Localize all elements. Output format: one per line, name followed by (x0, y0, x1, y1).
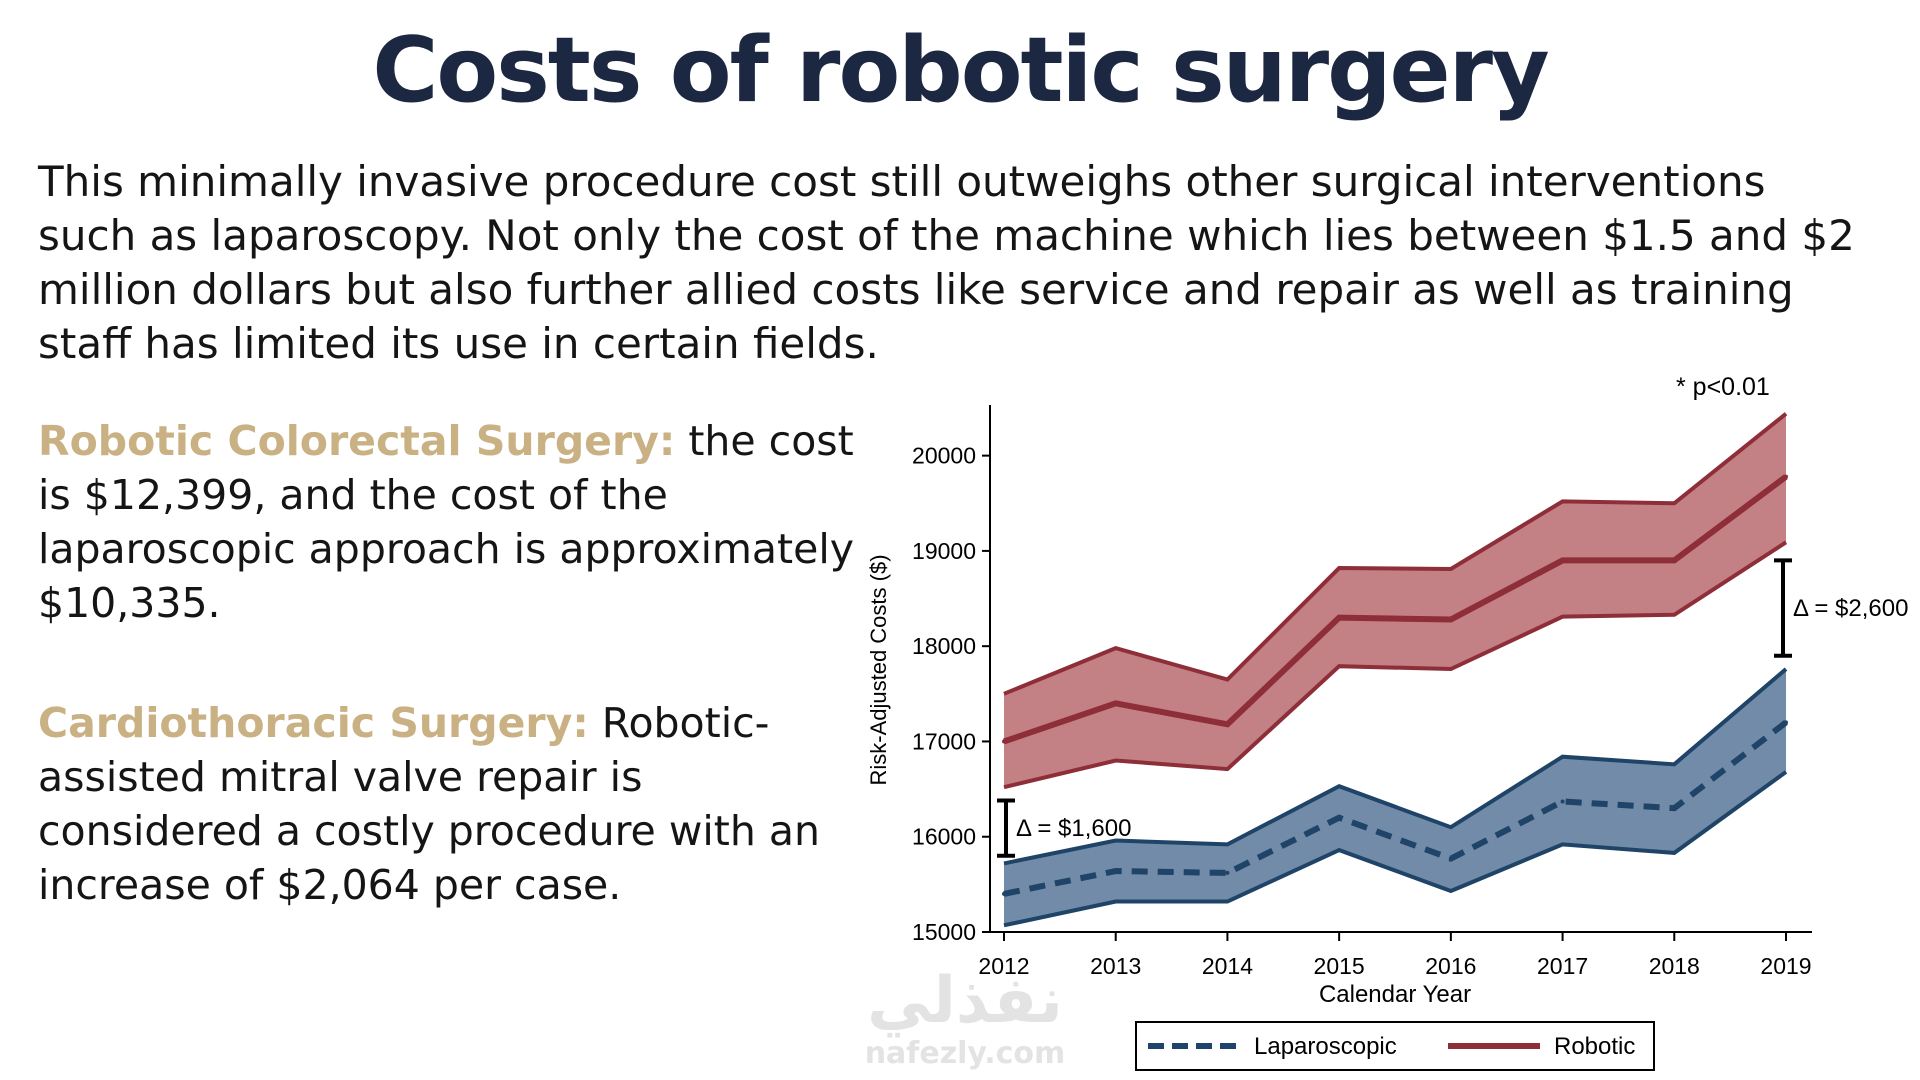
watermark: نفذلي nafezly.com (850, 965, 1080, 1071)
robotic-upper-bound (1003, 412, 1788, 696)
x-tick-label: 2015 (1314, 953, 1365, 979)
laparoscopic-point-2017 (1560, 799, 1565, 804)
x-tick-label: 2018 (1649, 953, 1700, 979)
cardiothoracic-text: Robotic-assisted mitral valve repair is … (38, 699, 820, 909)
x-tick-label: 2013 (1090, 953, 1141, 979)
significance-note: * p<0.01 (1676, 373, 1770, 401)
y-tick-label: 16000 (912, 824, 976, 850)
page-title: Costs of robotic surgery (372, 18, 1549, 123)
laparoscopic-point-2012 (1002, 891, 1006, 896)
robotic-point-2014 (1225, 722, 1230, 727)
robotic-point-2018 (1672, 558, 1677, 563)
colorectal-section: Robotic Colorectal Surgery: the cost is … (38, 414, 858, 630)
y-tick-label: 20000 (912, 443, 976, 469)
y-tick-label: 17000 (912, 728, 976, 754)
laparoscopic-point-2013 (1113, 869, 1118, 874)
x-axis-title: Calendar Year (1319, 981, 1471, 1008)
y-tick-label: 18000 (912, 633, 976, 659)
cardiothoracic-section: Cardiothoracic Surgery: Robotic-assisted… (38, 696, 858, 912)
y-axis-title: Risk-Adjusted Costs ($) (866, 554, 891, 785)
robotic-point-2012 (1002, 739, 1006, 744)
robotic-point-2013 (1113, 701, 1118, 706)
watermark-url: nafezly.com (864, 1036, 1066, 1071)
x-tick-label: 2012 (978, 953, 1029, 979)
robotic-point-2017 (1560, 558, 1565, 563)
delta-2012-label: Δ = $1,600 (1016, 815, 1131, 842)
x-tick-label: 2016 (1425, 953, 1476, 979)
y-tick-label: 19000 (912, 538, 976, 564)
watermark-arabic: نفذلي (867, 964, 1063, 1038)
intro-paragraph: This minimally invasive procedure cost s… (38, 157, 1855, 368)
laparoscopic-lower-bound (1003, 770, 1788, 928)
laparoscopic-upper-bound (1003, 667, 1788, 866)
legend-label-robotic: Robotic (1554, 1033, 1635, 1060)
laparoscopic-point-2015 (1337, 815, 1342, 820)
robotic-point-2016 (1448, 617, 1453, 622)
colorectal-heading: Robotic Colorectal Surgery: (38, 417, 676, 465)
laparoscopic-point-2019 (1784, 720, 1788, 725)
x-tick-label: 2019 (1760, 953, 1811, 979)
laparoscopic-mean-line (1003, 720, 1788, 897)
robotic-mean-line (1003, 474, 1788, 745)
delta-2019-label: Δ = $2,600 (1793, 595, 1908, 622)
laparoscopic-point-2016 (1448, 856, 1453, 861)
robotic-ci-band (1004, 413, 1786, 788)
colorectal-text: the cost is $12,399, and the cost of the… (38, 417, 854, 627)
robotic-lower-bound (1003, 540, 1788, 790)
robotic-point-2015 (1337, 615, 1342, 620)
laparoscopic-point-2018 (1672, 806, 1677, 811)
laparoscopic-ci-band (1004, 669, 1786, 926)
y-tick-label: 15000 (912, 919, 976, 945)
laparoscopic-point-2014 (1225, 870, 1230, 875)
robotic-point-2019 (1784, 474, 1788, 479)
x-tick-label: 2017 (1537, 953, 1588, 979)
legend-label-laparoscopic: Laparoscopic (1254, 1033, 1397, 1060)
cardiothoracic-heading: Cardiothoracic Surgery: (38, 699, 589, 747)
x-tick-label: 2014 (1202, 953, 1253, 979)
